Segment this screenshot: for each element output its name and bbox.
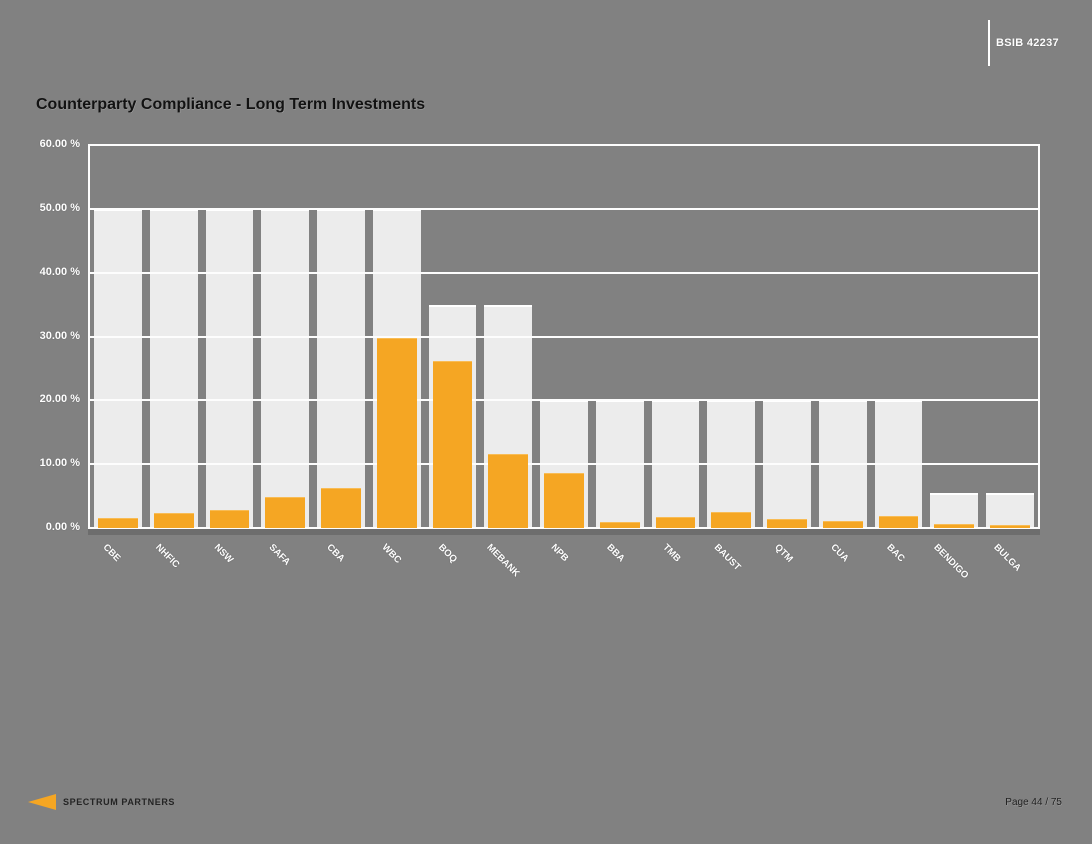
x-tick-label: BULGA: [991, 542, 1024, 574]
bar-group-boq: [425, 145, 481, 528]
value-bar: [488, 453, 529, 528]
y-tick-label: 40.00 %: [39, 265, 80, 278]
x-tick-label: NHFIC: [153, 542, 182, 571]
x-tick-label: SAFA: [266, 542, 293, 568]
gridline-30: [88, 335, 1040, 338]
bar-group-cba: [313, 145, 369, 528]
value-bar: [990, 525, 1030, 528]
gridline-50: [88, 207, 1040, 210]
x-tick-label: BBA: [604, 542, 627, 565]
y-tick-label: 30.00 %: [39, 329, 80, 342]
x-tick-label: CBA: [324, 542, 347, 565]
limit-bar: [986, 492, 1034, 528]
y-axis: 60.00 % 50.00 % 40.00 % 30.00 % 20.00 % 10.00…: [0, 138, 84, 533]
value-bar: [376, 338, 417, 528]
gridline-40: [88, 271, 1040, 274]
value-bar: [934, 523, 975, 528]
gridline-20: [88, 399, 1040, 402]
value-bar: [265, 496, 306, 528]
page-number: Page 44 / 75: [1005, 797, 1062, 808]
bar-group-bulga: [982, 145, 1038, 528]
gridline-0: [88, 527, 1040, 529]
x-tick-label: BAUST: [711, 542, 743, 573]
bar-group-nsw: [202, 145, 258, 528]
compliance-bar-chart: [88, 144, 1040, 535]
limit-bar: [261, 208, 310, 528]
value-bar: [209, 509, 250, 528]
limit-bar: [94, 208, 142, 528]
x-tick-label: MEBANK: [484, 542, 522, 580]
x-axis-line: [88, 528, 1040, 535]
header-meta: BSIB 42237: [988, 20, 1059, 66]
limit-bar: [149, 208, 198, 528]
x-tick-label: NPB: [548, 542, 571, 564]
bar-group-bendigo: [926, 145, 982, 528]
value-bar: [98, 518, 138, 528]
gridline-60: [88, 144, 1040, 146]
value-bar: [599, 522, 640, 528]
limit-bar: [205, 208, 254, 528]
y-tick-label: 20.00 %: [39, 393, 80, 406]
value-bar: [878, 515, 919, 528]
x-tick-label: CUA: [828, 542, 851, 565]
bar-group-nhfic: [146, 145, 202, 528]
x-tick-label: BAC: [884, 542, 907, 565]
brand-arrow-icon: [28, 794, 56, 810]
y-tick-label: 0.00 %: [45, 521, 80, 533]
footer-brand: SPECTRUM PARTNERS: [28, 794, 175, 810]
brand-name: SPECTRUM PARTNERS: [63, 797, 176, 807]
value-bar: [711, 512, 752, 528]
bar-group-safa: [257, 145, 313, 528]
limit-bar: [317, 208, 365, 528]
x-tick-label: WBC: [379, 542, 404, 566]
value-bar: [153, 513, 194, 528]
x-tick-label: NSW: [211, 542, 236, 566]
x-tick-label: BOQ: [435, 542, 460, 566]
x-tick-label: BENDIGO: [931, 542, 971, 582]
bar-group-wbc: [369, 145, 425, 528]
value-bar: [655, 517, 696, 528]
y-tick-label: 10.00 %: [39, 457, 80, 470]
y-tick-label: 50.00 %: [39, 201, 80, 214]
x-tick-label: QTM: [772, 542, 795, 565]
header-reference: BSIB 42237: [996, 37, 1059, 49]
bar-group-cbe: [90, 145, 146, 528]
x-tick-label: TMB: [660, 542, 683, 565]
value-bar: [432, 360, 473, 528]
value-bar: [767, 519, 807, 528]
y-tick-label: 60.00 %: [39, 138, 80, 150]
x-axis: CBE NHFIC NSW SAFA CBA WBC BOQ MEBANK NPB BBA TMB B…: [88, 537, 1040, 617]
limit-bar: [930, 492, 979, 528]
gridline-10: [88, 463, 1040, 466]
value-bar: [822, 520, 863, 528]
x-tick-label: CBE: [100, 542, 123, 564]
page-title: Counterparty Compliance - Long Term Inve…: [36, 96, 426, 113]
value-bar: [321, 487, 361, 528]
bar-group-mebank: [480, 145, 536, 528]
value-bar: [544, 473, 584, 528]
